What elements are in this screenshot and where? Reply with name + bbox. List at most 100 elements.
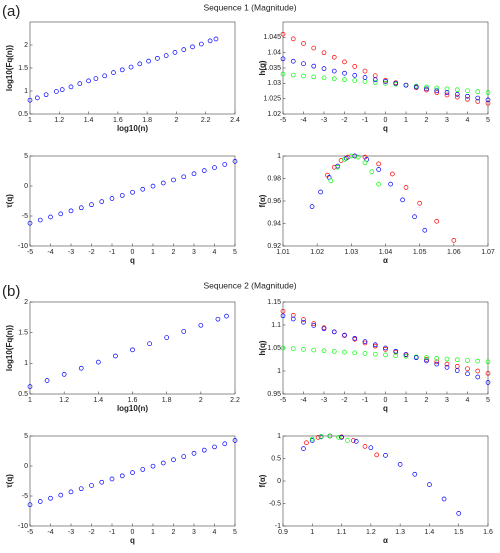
point bbox=[383, 347, 388, 352]
point bbox=[311, 347, 317, 353]
y-tick-label: 0.92 bbox=[267, 243, 281, 250]
x-tick-label: -4 bbox=[300, 397, 306, 404]
plot-frame bbox=[29, 155, 236, 247]
y-tick-label: 1.02 bbox=[267, 111, 281, 118]
point bbox=[412, 214, 417, 220]
point bbox=[301, 446, 306, 451]
point bbox=[465, 366, 470, 372]
point bbox=[27, 97, 33, 103]
point bbox=[54, 89, 59, 94]
x-tick-label: 2.2 bbox=[201, 117, 211, 124]
x-tick-label: 5 bbox=[233, 249, 237, 256]
x-tick-label: 4 bbox=[213, 249, 217, 256]
point bbox=[155, 55, 160, 61]
y-tick-label: -10 bbox=[18, 523, 28, 530]
point bbox=[336, 435, 341, 440]
point bbox=[301, 61, 306, 67]
x-tick-label: -2 bbox=[88, 529, 94, 536]
point bbox=[331, 329, 337, 335]
x-tick-label: -5 bbox=[280, 397, 286, 404]
x-tick-label: -4 bbox=[47, 249, 53, 256]
point bbox=[475, 374, 481, 380]
x-axis-label: q bbox=[383, 404, 388, 413]
point bbox=[403, 82, 409, 88]
point bbox=[413, 84, 419, 90]
point bbox=[321, 50, 327, 56]
point bbox=[99, 479, 105, 485]
point bbox=[393, 353, 399, 358]
point bbox=[290, 72, 296, 78]
point bbox=[190, 44, 195, 50]
x-tick-label: 5 bbox=[233, 529, 237, 536]
point bbox=[389, 171, 395, 177]
point bbox=[309, 204, 315, 209]
y-axis-label: f(α) bbox=[258, 474, 267, 487]
point bbox=[311, 321, 317, 326]
point bbox=[454, 94, 460, 100]
point bbox=[454, 368, 460, 373]
point bbox=[137, 61, 143, 67]
y-tick-label: 1.5 bbox=[18, 65, 28, 72]
point bbox=[181, 47, 187, 52]
y-tick-label: 1.03 bbox=[267, 80, 281, 87]
y-tick-label: 0.96 bbox=[267, 198, 281, 205]
point bbox=[171, 457, 176, 463]
x-tick-label: -1 bbox=[109, 249, 115, 256]
point bbox=[331, 76, 337, 82]
point bbox=[383, 352, 388, 358]
point bbox=[290, 36, 296, 42]
point bbox=[130, 189, 135, 195]
x-tick-label: 1.03 bbox=[345, 249, 359, 256]
y-tick-label: 1.045 bbox=[263, 34, 281, 41]
point bbox=[280, 71, 286, 77]
x-tick-label: -1 bbox=[109, 529, 115, 536]
point bbox=[400, 197, 405, 203]
point bbox=[465, 88, 470, 94]
x-tick-label: 3 bbox=[192, 529, 196, 536]
x-tick-label: 1.04 bbox=[379, 249, 393, 256]
y-tick-label: 0.5 bbox=[18, 111, 28, 118]
point bbox=[412, 471, 418, 477]
x-tick-label: -4 bbox=[47, 529, 53, 536]
y-tick-label: 0.95 bbox=[267, 391, 281, 398]
point bbox=[130, 347, 135, 353]
y-axis-label: h(q) bbox=[258, 60, 267, 75]
x-axis-label: α bbox=[383, 536, 388, 545]
point bbox=[321, 348, 327, 354]
point bbox=[434, 85, 440, 91]
point bbox=[109, 196, 115, 201]
x-tick-label: -3 bbox=[68, 249, 74, 256]
point bbox=[422, 227, 428, 233]
point bbox=[372, 351, 378, 357]
point bbox=[475, 368, 481, 374]
point bbox=[352, 335, 358, 341]
x-tick-label: 0.9 bbox=[278, 529, 288, 536]
point bbox=[383, 80, 388, 86]
point bbox=[372, 80, 378, 85]
point bbox=[181, 329, 187, 334]
point bbox=[318, 434, 324, 439]
point bbox=[362, 340, 368, 346]
point bbox=[318, 189, 323, 195]
x-tick-label: -1 bbox=[362, 397, 368, 404]
point bbox=[232, 159, 238, 164]
point bbox=[321, 66, 327, 71]
point bbox=[119, 67, 125, 73]
y-tick-label: 0 bbox=[277, 478, 281, 485]
point bbox=[383, 345, 388, 351]
plot-frame bbox=[29, 21, 236, 115]
y-tick-label: 1 bbox=[277, 368, 281, 375]
point bbox=[113, 353, 118, 359]
y-axis-label: τ(q) bbox=[5, 474, 14, 488]
section-label: (a) bbox=[2, 3, 20, 20]
y-tick-label: 1.025 bbox=[263, 96, 281, 103]
x-tick-label: 1 bbox=[151, 249, 155, 256]
point bbox=[201, 168, 207, 173]
x-tick-label: 1.8 bbox=[162, 397, 172, 404]
point bbox=[68, 208, 74, 214]
y-axis-label: τ(q) bbox=[5, 194, 14, 208]
point bbox=[383, 453, 388, 458]
point bbox=[348, 153, 354, 159]
point bbox=[342, 77, 347, 83]
